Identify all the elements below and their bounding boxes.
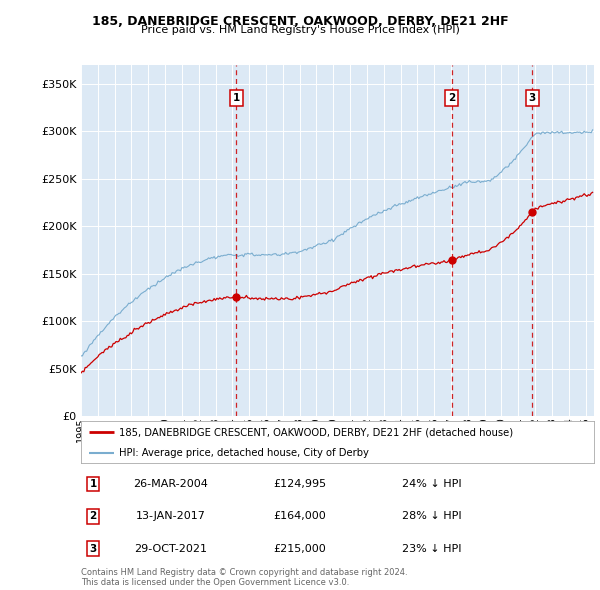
Text: 3: 3 [529, 93, 536, 103]
Text: Price paid vs. HM Land Registry's House Price Index (HPI): Price paid vs. HM Land Registry's House … [140, 25, 460, 35]
Text: £215,000: £215,000 [274, 543, 326, 553]
Text: 185, DANEBRIDGE CRESCENT, OAKWOOD, DERBY, DE21 2HF: 185, DANEBRIDGE CRESCENT, OAKWOOD, DERBY… [92, 15, 508, 28]
Text: 185, DANEBRIDGE CRESCENT, OAKWOOD, DERBY, DE21 2HF (detached house): 185, DANEBRIDGE CRESCENT, OAKWOOD, DERBY… [119, 427, 514, 437]
Text: 24% ↓ HPI: 24% ↓ HPI [402, 479, 461, 489]
Text: 23% ↓ HPI: 23% ↓ HPI [402, 543, 461, 553]
Text: £124,995: £124,995 [274, 479, 326, 489]
Text: 1: 1 [233, 93, 240, 103]
Text: £164,000: £164,000 [274, 512, 326, 522]
Text: 29-OCT-2021: 29-OCT-2021 [134, 543, 208, 553]
Text: HPI: Average price, detached house, City of Derby: HPI: Average price, detached house, City… [119, 448, 370, 457]
Text: 28% ↓ HPI: 28% ↓ HPI [402, 512, 461, 522]
Text: 3: 3 [89, 543, 97, 553]
Text: 1: 1 [89, 479, 97, 489]
Text: 13-JAN-2017: 13-JAN-2017 [136, 512, 206, 522]
Text: 26-MAR-2004: 26-MAR-2004 [134, 479, 208, 489]
Text: 2: 2 [89, 512, 97, 522]
Text: 2: 2 [448, 93, 455, 103]
Text: Contains HM Land Registry data © Crown copyright and database right 2024.
This d: Contains HM Land Registry data © Crown c… [81, 568, 407, 587]
